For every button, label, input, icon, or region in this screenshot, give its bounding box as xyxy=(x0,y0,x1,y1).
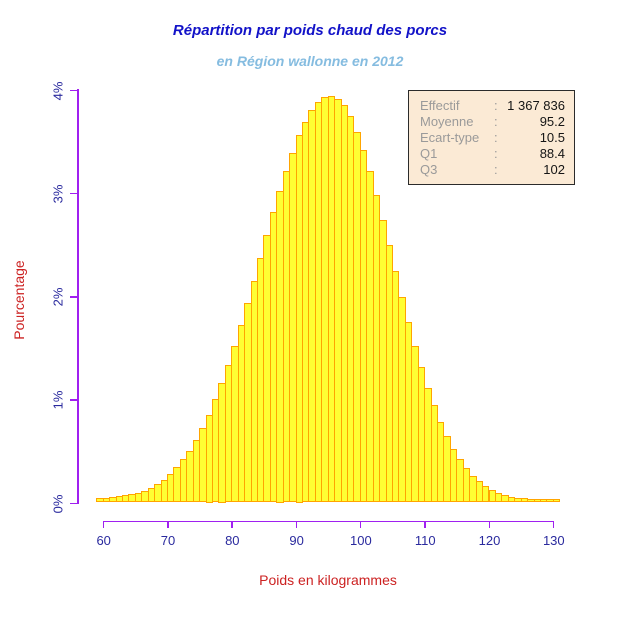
legend-row-q3: Q3 : 102 xyxy=(420,162,565,178)
legend-colon: : xyxy=(494,162,498,177)
y-tick-label: 1% xyxy=(50,390,66,410)
y-tick-label: 0% xyxy=(50,494,66,513)
y-tick-label: 2% xyxy=(50,287,66,307)
x-tick-label: 90 xyxy=(289,532,304,548)
y-tick-label: 3% xyxy=(50,184,66,204)
chart-subtitle: en Région wallonne en 2012 xyxy=(216,53,404,69)
chart-title: Répartition par poids chaud des porcs xyxy=(172,22,448,39)
legend-value: 102 xyxy=(543,162,565,177)
x-tick-label: 110 xyxy=(414,532,436,548)
x-axis-tick xyxy=(167,520,169,528)
y-axis-title: Pourcentage xyxy=(11,260,27,340)
legend-label: Q1 xyxy=(420,146,438,161)
legend-label: Ecart-type xyxy=(420,130,480,145)
legend-value: 1 367 836 xyxy=(507,98,565,113)
x-tick-label: 60 xyxy=(96,532,111,548)
y-axis-tick xyxy=(70,89,77,92)
y-axis-line xyxy=(77,89,79,504)
x-axis-tick xyxy=(295,520,298,528)
legend-label: Effectif xyxy=(420,98,460,113)
x-tick-label: 130 xyxy=(542,532,565,548)
legend-colon: : xyxy=(494,114,498,129)
stats-legend-box: Effectif : 1 367 836 Moyenne : 95.2 Ecar… xyxy=(408,90,575,185)
y-axis-tick xyxy=(70,502,77,504)
y-tick-label: 4% xyxy=(50,81,66,100)
histogram-bar xyxy=(552,499,561,503)
x-axis-line xyxy=(102,520,555,523)
x-axis-title: Poids en kilogrammes xyxy=(259,572,397,588)
x-tick-label: 70 xyxy=(160,532,176,548)
y-axis-tick xyxy=(70,296,77,298)
x-axis-tick xyxy=(359,520,362,528)
legend-label: Q3 xyxy=(420,162,438,177)
y-axis-tick xyxy=(70,192,77,195)
x-axis-tick xyxy=(424,520,426,528)
legend-value: 10.5 xyxy=(539,130,565,145)
x-tick-label: 120 xyxy=(478,532,501,548)
x-axis-tick xyxy=(552,520,555,528)
legend-row-q1: Q1 : 88.4 xyxy=(420,146,565,162)
y-axis-tick xyxy=(70,399,77,401)
legend-row-effectif: Effectif : 1 367 836 xyxy=(420,98,565,114)
x-tick-label: 100 xyxy=(350,532,372,548)
x-tick-label: 80 xyxy=(225,532,240,548)
x-axis-tick xyxy=(488,520,490,528)
legend-label: Moyenne xyxy=(420,114,474,129)
legend-colon: : xyxy=(494,130,498,145)
legend-colon: : xyxy=(494,146,498,161)
legend-value: 88.4 xyxy=(539,146,565,161)
legend-row-ecart-type: Ecart-type : 10.5 xyxy=(420,130,565,146)
x-axis-tick xyxy=(102,520,105,528)
legend-colon: : xyxy=(494,98,498,113)
legend-value: 95.2 xyxy=(539,114,565,129)
x-axis-tick xyxy=(231,520,233,528)
legend-row-moyenne: Moyenne : 95.2 xyxy=(420,114,565,130)
